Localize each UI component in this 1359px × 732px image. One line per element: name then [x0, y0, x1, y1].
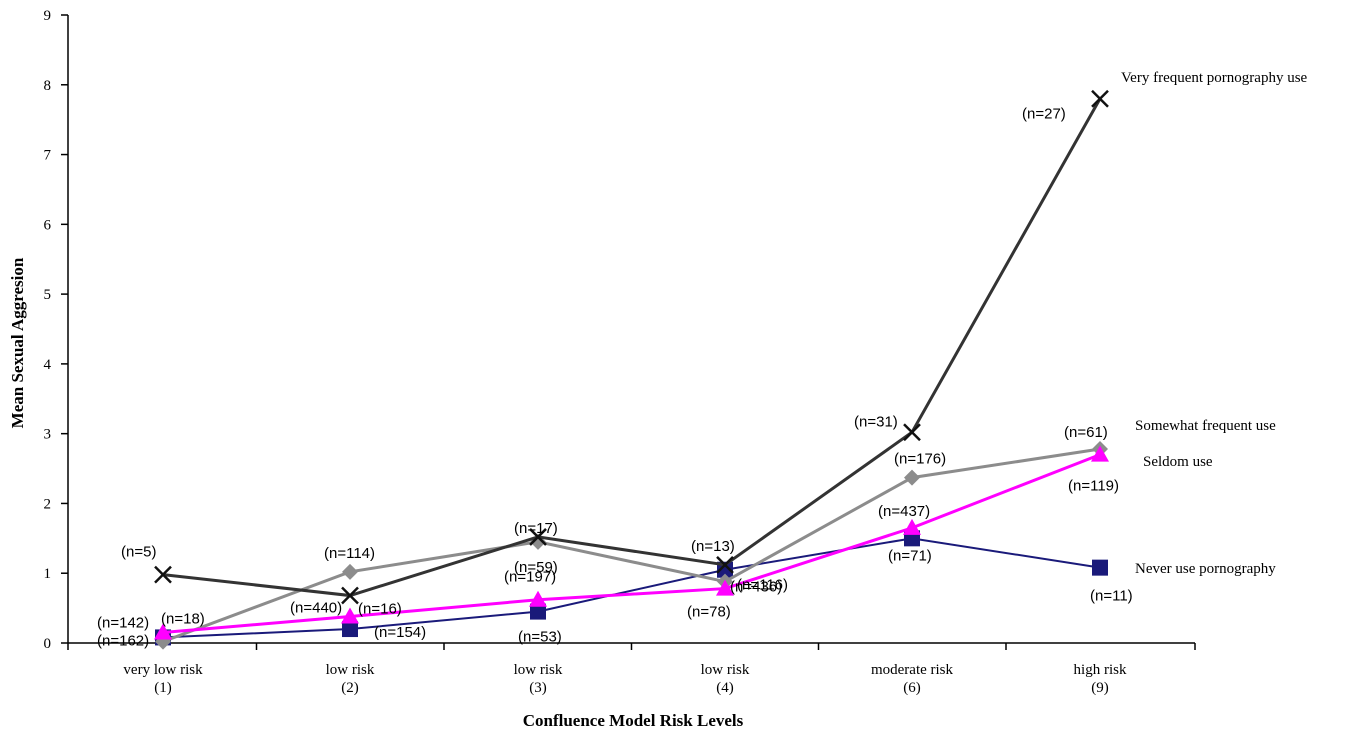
- x-tick-sublabel: (9): [1091, 680, 1109, 696]
- y-tick-label: 9: [44, 8, 52, 24]
- x-tick-sublabel: (4): [716, 680, 734, 696]
- n-label: (n=154): [374, 624, 426, 641]
- data-point-square: [342, 621, 358, 638]
- x-marker-stroke: [716, 555, 734, 574]
- n-label: (n=61): [1064, 424, 1108, 441]
- data-point-triangle: [154, 623, 172, 640]
- n-label: (n=13): [691, 538, 735, 555]
- y-tick-label: 5: [44, 287, 52, 303]
- data-point-x: [529, 528, 547, 546]
- series-triangle: [154, 445, 1109, 640]
- x-tick-sublabel: (6): [903, 680, 921, 696]
- series-line: [162, 453, 1101, 635]
- x-tick-sublabel: (3): [529, 680, 547, 696]
- y-tick-label: 3: [44, 427, 52, 443]
- data-point-square: [530, 603, 546, 620]
- n-label: (n=162): [97, 632, 149, 649]
- n-label: (n=5): [121, 544, 156, 561]
- data-point-diamond: [904, 469, 920, 486]
- x-tick-sublabel: (2): [341, 680, 359, 696]
- n-label: (n=114): [324, 545, 375, 562]
- n-label: (n=16): [358, 601, 402, 618]
- n-label: (n=437): [878, 503, 930, 520]
- x-tick-label: moderate risk: [871, 662, 954, 678]
- y-axis-title: Mean Sexual Aggresion: [8, 257, 27, 428]
- x-tick-label: low risk: [701, 662, 750, 678]
- n-label: (n=78): [687, 604, 731, 621]
- n-label: (n=436): [730, 579, 782, 596]
- series-line: [162, 447, 1101, 644]
- sample-size-labels: (n=162) (n=154) (n=53) (n=436) (n=71) (n=11) (…: [97, 106, 1133, 650]
- axes: 0 1 2 3 4 5 6 7 8 9 very low risk (1) low risk (2) low…: [44, 8, 1196, 696]
- series-labels: Never use pornography Seldom use Somewhat …: [1121, 70, 1308, 577]
- series-name-label: Somewhat frequent use: [1135, 418, 1276, 434]
- x-marker-stroke: [903, 423, 921, 442]
- data-point-triangle: [1091, 445, 1109, 462]
- series-name-label: Seldom use: [1143, 454, 1213, 470]
- series-lines: [154, 89, 1109, 650]
- x-tick-label: very low risk: [123, 662, 203, 678]
- series-line: [162, 97, 1102, 598]
- series-square: [155, 530, 1108, 646]
- y-tick-label: 8: [44, 78, 52, 94]
- data-point-x: [903, 423, 921, 442]
- series-name-label: Never use pornography: [1135, 561, 1276, 577]
- n-label: (n=142): [97, 615, 149, 632]
- y-tick-label: 4: [44, 357, 52, 373]
- x-tick-label: high risk: [1074, 662, 1127, 678]
- n-label: (n=197): [504, 569, 556, 586]
- n-label: (n=27): [1022, 106, 1066, 123]
- data-point-x: [716, 555, 734, 574]
- x-marker-stroke: [1091, 89, 1109, 108]
- x-tick-label: low risk: [514, 662, 563, 678]
- n-label: (n=440): [290, 599, 342, 616]
- n-label: (n=31): [854, 413, 898, 430]
- x-marker-stroke: [341, 586, 359, 605]
- data-point-x: [154, 565, 172, 584]
- n-label: (n=11): [1090, 588, 1133, 605]
- n-label: (n=18): [161, 611, 205, 628]
- n-label: (n=119): [1068, 478, 1119, 495]
- x-tick-sublabel: (1): [154, 680, 172, 696]
- x-marker-stroke: [529, 528, 547, 546]
- data-point-triangle: [903, 518, 921, 535]
- n-label: (n=116): [737, 577, 788, 594]
- data-point-triangle: [716, 579, 734, 596]
- y-tick-label: 0: [44, 636, 52, 652]
- data-point-diamond: [342, 563, 358, 580]
- series-diamond: [155, 441, 1108, 650]
- series-name-label: Very frequent pornography use: [1121, 70, 1308, 86]
- y-tick-label: 6: [44, 217, 52, 233]
- data-point-triangle: [529, 590, 547, 607]
- n-label: (n=59): [514, 559, 558, 576]
- y-tick-label: 1: [44, 566, 52, 582]
- data-point-square: [1092, 559, 1108, 576]
- data-point-x: [341, 586, 359, 605]
- y-tick-label: 2: [44, 496, 52, 512]
- data-point-triangle: [341, 607, 359, 624]
- series-x: [154, 89, 1109, 605]
- n-label: (n=71): [888, 547, 932, 564]
- x-marker-stroke: [154, 565, 172, 584]
- n-label: (n=176): [894, 451, 946, 468]
- n-label: (n=53): [518, 629, 562, 646]
- series-line: [162, 537, 1101, 639]
- y-tick-label: 7: [44, 148, 52, 164]
- n-label: (n=17): [514, 520, 558, 537]
- data-point-x: [1091, 89, 1109, 108]
- x-axis-title: Confluence Model Risk Levels: [523, 711, 744, 730]
- x-tick-label: low risk: [326, 662, 375, 678]
